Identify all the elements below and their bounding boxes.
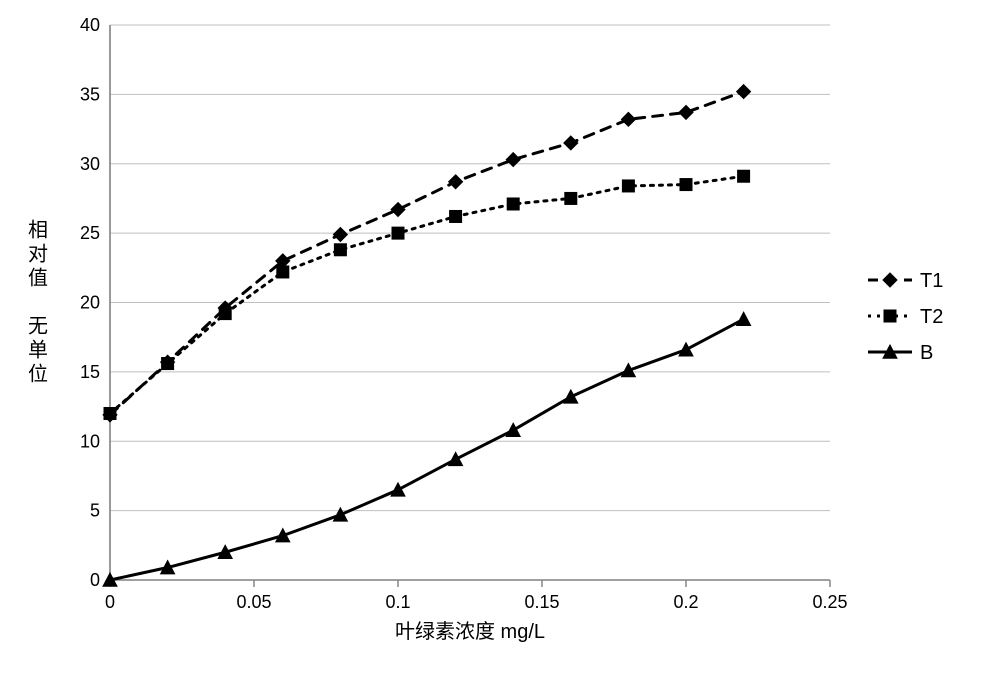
legend-label-B: B — [920, 342, 933, 364]
y-tick-label: 25 — [80, 223, 100, 243]
y-axis-label-char: 无 — [28, 316, 48, 338]
y-tick-label: 30 — [80, 154, 100, 174]
legend-marker-T2 — [884, 310, 896, 322]
y-axis-label-char: 相 — [28, 219, 48, 242]
chart-container: 0 5 10 15 20 25 30 35 40 0 0.05 0.1 0.15 0.2 0.25 叶绿素浓度… — [0, 0, 1000, 673]
series-marker-T2 — [565, 192, 577, 204]
x-tick-label: 0.25 — [812, 592, 847, 612]
y-tick-label: 15 — [80, 362, 100, 382]
x-tick-label: 0.2 — [673, 592, 698, 612]
series-marker-T2 — [680, 179, 692, 191]
series-marker-T2 — [104, 408, 116, 420]
series-marker-T2 — [277, 266, 289, 278]
legend-label-T2: T2 — [920, 306, 943, 328]
y-tick-label: 20 — [80, 293, 100, 313]
y-tick-label: 35 — [80, 84, 100, 104]
y-tick-label: 10 — [80, 431, 100, 451]
y-axis-label-char: 值 — [28, 267, 48, 290]
x-tick-label: 0.05 — [236, 592, 271, 612]
x-tick-label: 0.15 — [524, 592, 559, 612]
y-axis-label-char: 对 — [28, 243, 48, 266]
series-marker-T2 — [507, 198, 519, 210]
y-tick-label: 40 — [80, 15, 100, 35]
y-tick-label: 0 — [90, 570, 100, 590]
series-marker-T2 — [334, 244, 346, 256]
y-axis-label-char: 单 — [28, 339, 48, 362]
series-marker-T2 — [622, 180, 634, 192]
y-tick-label: 5 — [90, 501, 100, 521]
legend-label-T1: T1 — [920, 270, 943, 292]
x-axis-label: 叶绿素浓度 mg/L — [395, 620, 545, 643]
chart-svg: 0 5 10 15 20 25 30 35 40 0 0.05 0.1 0.15 0.2 0.25 叶绿素浓度… — [0, 0, 1000, 673]
x-tick-label: 0.1 — [385, 592, 410, 612]
x-tick-label: 0 — [105, 592, 115, 612]
y-axis-label-char: 位 — [28, 363, 48, 386]
series-marker-T2 — [162, 358, 174, 370]
series-marker-T2 — [219, 308, 231, 320]
series-marker-T2 — [450, 210, 462, 222]
series-marker-T2 — [392, 227, 404, 239]
series-marker-T2 — [738, 170, 750, 182]
